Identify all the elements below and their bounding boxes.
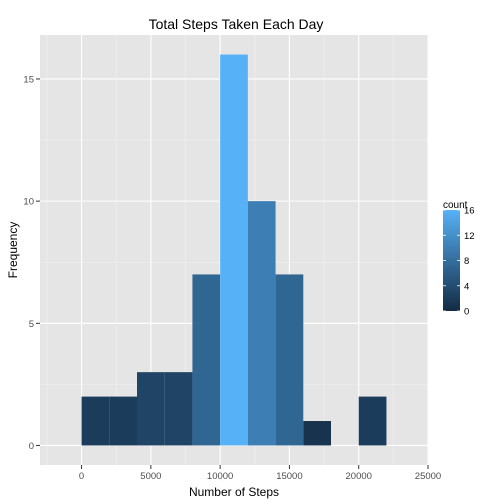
histogram-bar [220, 54, 248, 446]
x-tick-label: 0 [79, 471, 84, 482]
x-tick-label: 25000 [415, 471, 441, 482]
legend-tick-label: 0 [464, 307, 469, 318]
legend-tick-label: 8 [464, 256, 469, 267]
histogram-bar [109, 396, 137, 446]
y-tick-label: 10 [23, 197, 34, 208]
histogram-bars [81, 54, 387, 446]
y-axis-label: Frequency [6, 222, 20, 279]
histogram-bar [247, 201, 276, 446]
x-tick-label: 20000 [346, 471, 372, 482]
x-axis: 0 5000 10000 15000 20000 25000 [79, 465, 441, 482]
x-tick-label: 15000 [276, 471, 302, 482]
histogram-bar [275, 274, 304, 446]
histogram-bar [164, 372, 193, 446]
legend-tick-label: 12 [464, 231, 475, 242]
y-tick-label: 5 [29, 319, 34, 330]
legend-colorbar [443, 210, 460, 311]
legend-ticks: 16 12 8 4 0 [443, 206, 475, 318]
histogram-bar [137, 372, 165, 446]
legend-tick-label: 4 [464, 281, 469, 292]
y-axis: 0 5 10 15 [23, 74, 40, 452]
histogram-bar [358, 396, 387, 446]
x-tick-label: 10000 [207, 471, 233, 482]
histogram-bar [192, 274, 221, 446]
legend-title: count [443, 200, 468, 211]
y-tick-label: 15 [23, 74, 34, 85]
x-axis-label: Number of Steps [189, 485, 279, 499]
y-tick-label: 0 [29, 441, 34, 452]
chart-title: Total Steps Taken Each Day [149, 16, 324, 32]
color-legend: count 16 12 8 4 0 [443, 200, 475, 318]
x-tick-label: 5000 [140, 471, 161, 482]
legend-tick-label: 16 [464, 206, 475, 217]
histogram-bar [303, 421, 331, 446]
histogram-bar [81, 396, 110, 446]
